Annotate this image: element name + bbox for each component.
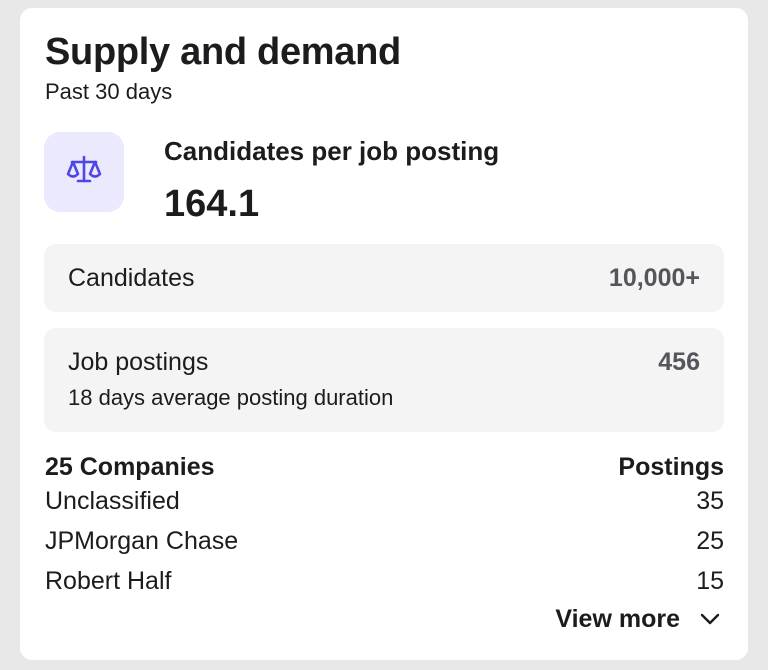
card-title: Supply and demand — [45, 31, 401, 73]
list-item: JPMorgan Chase 25 — [45, 526, 724, 566]
metric-value: 164.1 — [164, 183, 260, 225]
candidates-value: 10,000+ — [608, 264, 700, 292]
view-more-button[interactable]: View more — [555, 604, 722, 634]
job-postings-panel: Job postings 456 18 days average posting… — [44, 328, 724, 432]
metric-icon-tile — [44, 132, 124, 212]
company-posting-count: 25 — [696, 527, 724, 555]
view-more-label: View more — [555, 605, 680, 633]
job-postings-label: Job postings — [68, 348, 209, 376]
metric-label: Candidates per job posting — [164, 136, 500, 166]
supply-demand-card: Supply and demand Past 30 days Candidate… — [20, 8, 748, 660]
candidates-label: Candidates — [68, 264, 195, 292]
company-name: Robert Half — [45, 567, 172, 595]
company-name: JPMorgan Chase — [45, 527, 239, 555]
card-subtitle: Past 30 days — [45, 79, 173, 104]
company-posting-count: 15 — [696, 567, 724, 595]
postings-column-heading: Postings — [618, 453, 724, 481]
scale-icon — [64, 150, 104, 195]
company-list: Unclassified 35 JPMorgan Chase 25 Robert… — [45, 486, 724, 606]
list-item: Robert Half 15 — [45, 566, 724, 606]
list-item: Unclassified 35 — [45, 486, 724, 526]
company-posting-count: 35 — [696, 487, 724, 515]
chevron-down-icon — [698, 607, 722, 631]
posting-duration-text: 18 days average posting duration — [68, 385, 394, 410]
companies-header: 25 Companies Postings — [45, 452, 724, 482]
job-postings-value: 456 — [658, 348, 700, 376]
candidates-panel: Candidates 10,000+ — [44, 244, 724, 312]
company-name: Unclassified — [45, 487, 180, 515]
companies-count-heading: 25 Companies — [45, 453, 215, 481]
